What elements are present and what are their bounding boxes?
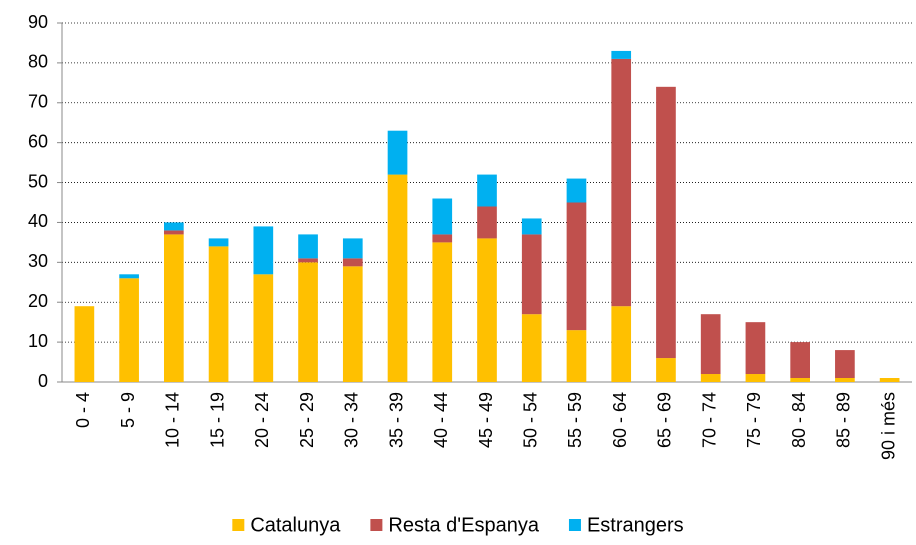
bar-segment xyxy=(432,198,453,235)
x-tick-label: 80 - 84 xyxy=(789,392,809,448)
y-tick-label: 0 xyxy=(38,371,48,391)
x-tick-label: 85 - 89 xyxy=(834,392,854,448)
bar-segment xyxy=(164,234,184,382)
bar-segment xyxy=(477,238,497,382)
bar-segment xyxy=(700,374,721,382)
legend-label: Resta d'Espanya xyxy=(388,514,539,536)
legend-label: Estrangers xyxy=(587,514,684,536)
bar-segment xyxy=(298,258,318,263)
bar-segment xyxy=(611,306,632,382)
x-tick-label: 60 - 64 xyxy=(610,392,630,448)
x-tick-label: 45 - 49 xyxy=(476,392,496,448)
bar-segment xyxy=(342,258,363,267)
x-tick-label: 40 - 44 xyxy=(431,392,451,448)
legend-swatch xyxy=(370,519,383,531)
x-tick-label: 65 - 69 xyxy=(655,392,675,448)
y-tick-label: 40 xyxy=(28,211,48,231)
x-tick-label: 70 - 74 xyxy=(699,392,719,448)
x-tick-label: 25 - 29 xyxy=(297,392,317,448)
bar-segment xyxy=(521,218,542,235)
x-tick-label: 5 - 9 xyxy=(118,392,138,428)
bar-segment xyxy=(432,242,453,382)
bar-segment xyxy=(387,174,408,382)
bar-segment xyxy=(119,274,139,279)
bar-segment xyxy=(790,378,810,382)
bar-segment xyxy=(745,374,766,382)
y-tick-label: 20 xyxy=(28,291,48,311)
bar-segment xyxy=(253,226,274,275)
bar-segment xyxy=(656,358,676,382)
x-tick-label: 50 - 54 xyxy=(520,392,540,448)
x-tick-label: 35 - 39 xyxy=(386,392,406,448)
bar-segment xyxy=(164,222,184,231)
bar-segment xyxy=(611,58,632,307)
bar-segment xyxy=(477,206,497,239)
y-tick-label: 60 xyxy=(28,131,48,151)
bar-segment xyxy=(432,234,453,243)
bar-segment xyxy=(700,314,721,375)
legend-label: Catalunya xyxy=(250,514,341,536)
bar-segment xyxy=(342,238,363,259)
x-tick-label: 15 - 19 xyxy=(207,392,227,448)
bar-segment xyxy=(745,322,766,375)
bar-segment xyxy=(521,314,542,382)
bar-segment xyxy=(208,246,229,382)
y-tick-label: 70 xyxy=(28,92,48,112)
bar-segment xyxy=(656,86,676,359)
bar-segment xyxy=(611,50,632,59)
bar-segment xyxy=(521,234,542,315)
bar-segment xyxy=(387,130,408,175)
bar-segment xyxy=(298,234,318,259)
x-tick-label: 20 - 24 xyxy=(252,392,272,448)
bar-segment xyxy=(298,262,318,382)
bar-segment xyxy=(835,350,855,379)
bar-segment xyxy=(342,266,363,382)
bar-segment xyxy=(566,178,587,203)
y-tick-label: 90 xyxy=(28,12,48,32)
x-tick-label: 55 - 59 xyxy=(565,392,585,448)
bar-segment xyxy=(208,238,229,247)
x-tick-label: 10 - 14 xyxy=(163,392,183,448)
legend-swatch xyxy=(568,519,581,531)
bar-segment xyxy=(477,174,497,207)
bar-segment xyxy=(164,230,184,235)
bar-segment xyxy=(566,202,587,331)
bar-segment xyxy=(879,378,900,382)
bar-segment xyxy=(835,378,855,382)
x-tick-label: 0 - 4 xyxy=(73,392,93,428)
y-tick-label: 30 xyxy=(28,251,48,271)
bar-segment xyxy=(74,306,95,382)
bar-segment xyxy=(253,274,274,382)
y-tick-label: 50 xyxy=(28,171,48,191)
x-tick-label: 30 - 34 xyxy=(342,392,362,448)
bar-segment xyxy=(119,278,139,382)
x-tick-label: 75 - 79 xyxy=(744,392,764,448)
bar-segment xyxy=(790,342,810,379)
y-tick-label: 80 xyxy=(28,52,48,72)
x-tick-label: 90 i més xyxy=(878,392,898,460)
legend-swatch xyxy=(232,519,245,531)
bar-segment xyxy=(566,330,587,382)
y-tick-label: 10 xyxy=(28,331,48,351)
